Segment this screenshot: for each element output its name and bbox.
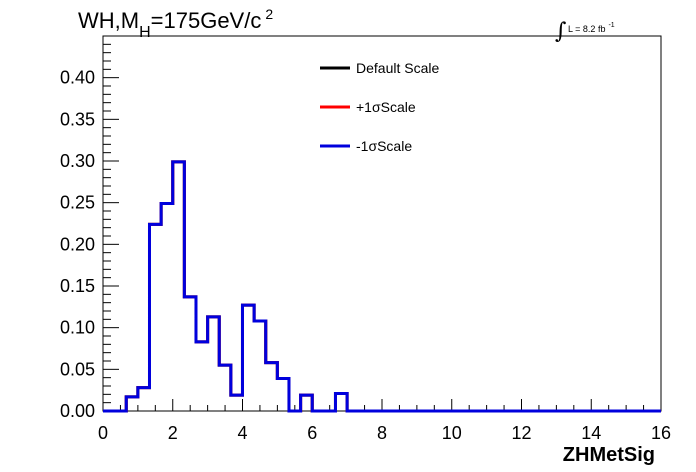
x-axis: 0 2 4 6 8 10 12 14 16 xyxy=(98,399,671,443)
x-tick-label: 12 xyxy=(511,423,531,443)
series-layer xyxy=(103,160,661,413)
x-tick-label: 16 xyxy=(651,423,671,443)
y-tick-label: 0.15 xyxy=(60,276,95,296)
x-axis-label: ZHMetSig xyxy=(563,444,655,466)
lumi-superscript: -1 xyxy=(608,22,614,29)
series-line-0 xyxy=(103,160,661,413)
legend: Default Scale +1σScale -1σScale xyxy=(320,60,439,154)
x-tick-label: 8 xyxy=(377,423,387,443)
x-tick-label: 14 xyxy=(581,423,601,443)
title-subscript: H xyxy=(139,24,151,41)
title-main: WH,M xyxy=(78,8,139,33)
x-tick-label: 4 xyxy=(237,423,247,443)
y-axis: 0.00 0.05 0.10 0.15 0.20 0.25 0.30 0.35 0.40 xyxy=(60,35,119,421)
x-tick-label: 6 xyxy=(307,423,317,443)
y-tick-label: 0.20 xyxy=(60,234,95,254)
y-tick-label: 0.30 xyxy=(60,151,95,171)
y-tick-label: 0.10 xyxy=(60,318,95,338)
y-tick-label: 0.00 xyxy=(60,401,95,421)
plot-frame xyxy=(102,35,662,412)
lumi-integral-icon: ∫ xyxy=(555,19,567,44)
lumi-main: L = 8.2 fb xyxy=(568,24,605,34)
series-line-1 xyxy=(103,160,661,413)
legend-label-2: -1σScale xyxy=(356,138,412,154)
title-rest: =175GeV/c xyxy=(151,8,262,33)
y-tick-label: 0.40 xyxy=(60,68,95,88)
lumi-label: L = 8.2 fb -1 xyxy=(568,22,615,34)
title-superscript: 2 xyxy=(265,6,273,22)
x-tick-label: 0 xyxy=(98,423,108,443)
x-tick-label: 2 xyxy=(168,423,178,443)
chart-title: WH,MH=175GeV/c 2 xyxy=(78,6,273,41)
y-tick-label: 0.25 xyxy=(60,193,95,213)
x-tick-label: 10 xyxy=(442,423,462,443)
series-line-2 xyxy=(103,160,661,413)
y-tick-label: 0.35 xyxy=(60,109,95,129)
y-tick-label: 0.05 xyxy=(60,359,95,379)
legend-label-0: Default Scale xyxy=(356,60,439,76)
legend-label-1: +1σScale xyxy=(356,99,416,115)
